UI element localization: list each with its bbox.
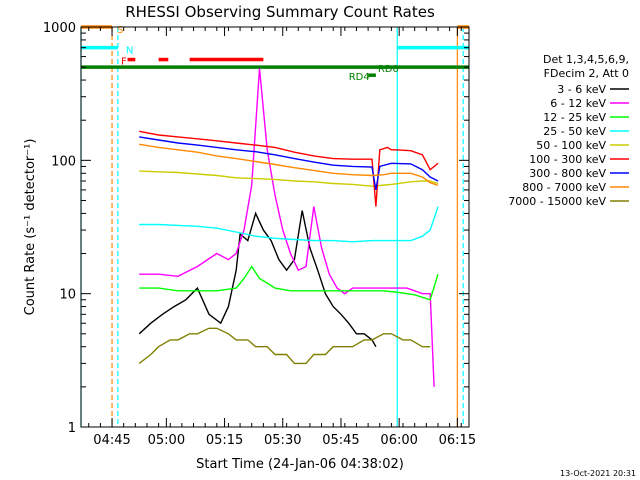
plot-frame [80, 26, 470, 428]
series-line-2 [139, 265, 439, 301]
x-tick-label: 05:15 [206, 433, 243, 448]
series-lines [138, 68, 439, 387]
footer-date: 13-Oct-2021 20:31 [560, 469, 636, 478]
x-tick-label: 06:00 [380, 433, 417, 448]
series-line-8 [138, 327, 431, 365]
flag-annotation-s: S [117, 25, 123, 36]
series-line-6 [139, 136, 439, 191]
x-tick-label: 06:15 [439, 433, 476, 448]
vertical-markers [80, 27, 464, 427]
legend-header-line: FDecim 2, Att 0 [544, 67, 629, 80]
flag-annotation-rd4: RD4 [349, 72, 370, 83]
legend-label-5: 100 - 300 keV [529, 153, 606, 166]
legend-label-0: 3 - 6 keV [557, 83, 606, 96]
legend-label-3: 25 - 50 keV [543, 125, 606, 138]
y-tick-label: 1000 [43, 21, 76, 36]
series-line-3 [139, 206, 439, 243]
legend-label-8: 7000 - 15000 keV [508, 195, 606, 208]
series-line-0 [138, 210, 377, 348]
legend-header-line: Det 1,3,4,5,6,9, [543, 53, 629, 66]
flag-annotation-rd0: RD0 [378, 64, 399, 75]
flag-annotation-n: N [126, 46, 133, 57]
x-tick-label: 05:30 [264, 433, 301, 448]
legend-label-2: 12 - 25 keV [543, 111, 606, 124]
x-tick-label: 04:45 [93, 433, 130, 448]
flag-annotations: SNF RD0 RD4 [117, 25, 399, 83]
x-tick-label: 05:45 [322, 433, 359, 448]
chart-title: RHESSI Observing Summary Count Rates [125, 3, 435, 21]
y-axis-label: Count Rate (s⁻¹ detector⁻¹) [23, 139, 38, 316]
series-line-7 [139, 143, 439, 186]
flag-bars [81, 25, 469, 77]
y-tick-label: 100 [51, 154, 76, 169]
series-line-5 [139, 130, 439, 207]
series-line-4 [139, 170, 439, 187]
x-axis-label: Start Time (24-Jan-06 04:38:02) [196, 457, 404, 472]
legend: Det 1,3,4,5,6,9,FDecim 2, Att 0 3 - 6 keV… [508, 53, 629, 208]
y-tick-label: 10 [59, 288, 76, 303]
y-tick-label: 1 [68, 421, 76, 436]
y-axis: 1 10 100 1000 [43, 21, 469, 436]
legend-label-4: 50 - 100 keV [536, 139, 606, 152]
legend-label-1: 6 - 12 keV [550, 97, 606, 110]
flag-annotation-f: F [121, 57, 127, 68]
series-line-1 [139, 68, 435, 387]
legend-label-7: 800 - 7000 keV [522, 181, 606, 194]
x-axis: 04:45 05:00 05:15 05:30 05:45 06:00 06:15 [88, 27, 476, 448]
x-tick-label: 05:00 [148, 433, 185, 448]
legend-label-6: 300 - 800 keV [529, 167, 606, 180]
